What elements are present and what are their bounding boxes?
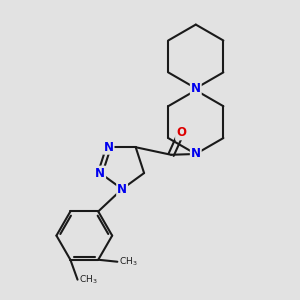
Text: N: N — [117, 182, 127, 196]
Text: N: N — [103, 141, 114, 154]
Text: N: N — [191, 82, 201, 95]
Text: CH$_3$: CH$_3$ — [118, 256, 137, 268]
Text: CH$_3$: CH$_3$ — [79, 273, 98, 286]
Text: N: N — [191, 148, 201, 160]
Text: N: N — [95, 167, 105, 180]
Text: O: O — [176, 126, 186, 140]
